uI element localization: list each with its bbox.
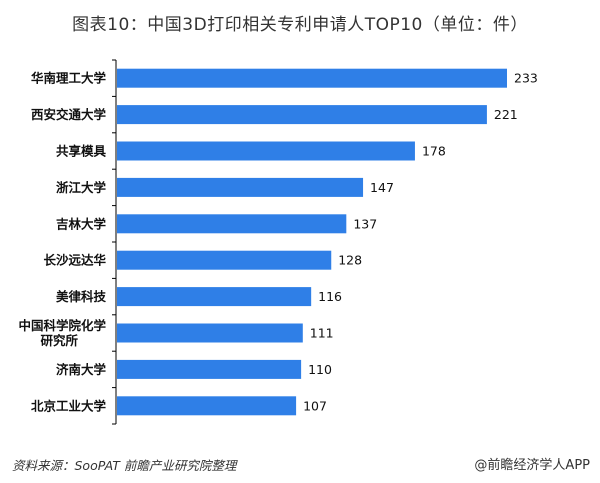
data-label: 111 [310,326,334,341]
bar [117,250,332,270]
data-label: 137 [353,216,377,231]
category-label: 长沙远达华 [43,253,106,268]
bar [117,396,297,416]
category-label: 华南理工大学 [31,71,107,86]
category-label: 共享模具 [56,144,107,159]
data-label: 116 [318,289,342,304]
category-label: 西安交通大学 [31,107,107,122]
data-label: 221 [494,107,518,122]
data-label: 128 [338,253,362,268]
bar-chart: 233 华南理工大学 221 西安交通大学 178 共享模具 147 浙江大学 137 吉林大学 1… [18,59,538,425]
data-label: 178 [422,144,446,159]
data-label: 107 [303,398,327,413]
data-label: 233 [514,71,538,86]
bar [117,141,415,161]
category-label: 浙江大学 [56,180,107,195]
bar [117,287,312,307]
bar [117,177,364,197]
bar [117,105,487,125]
category-label: 美律科技 [56,289,107,304]
chart-title: 图表10：中国3D打印相关专利申请人TOP10（单位：件） [72,15,528,35]
bar [117,214,347,234]
brand-watermark: @前瞻经济学人APP [474,458,590,473]
data-label: 147 [370,180,394,195]
bar [117,68,507,88]
category-label: 吉林大学 [56,216,107,231]
category-label: 济南大学 [56,362,107,377]
category-label: 北京工业大学 [31,398,107,413]
category-label: 中国科学院化学研究所 [18,318,106,348]
source-note: 资料来源：SooPAT 前瞻产业研究院整理 [12,458,237,473]
bar [117,323,303,343]
data-label: 110 [308,362,332,377]
bar [117,359,302,379]
